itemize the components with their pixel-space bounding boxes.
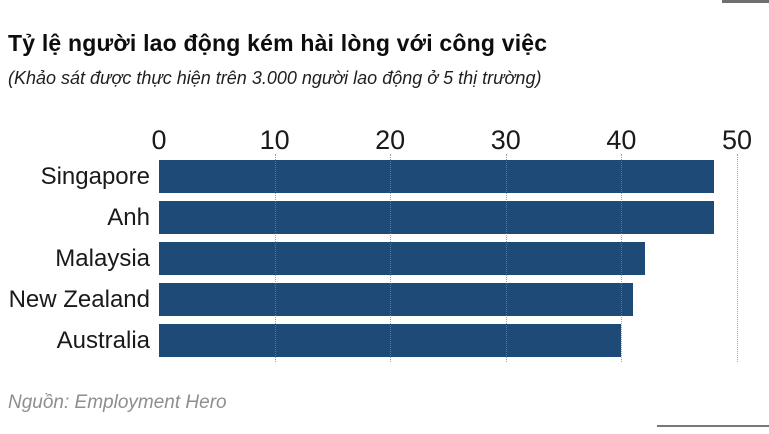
top-right-rule	[722, 0, 769, 3]
x-tick-label-30: 30	[490, 125, 521, 155]
bottom-right-rule	[657, 425, 769, 427]
category-label-anh: Anh	[107, 203, 150, 231]
source-caption: Nguồn: Employment Hero	[8, 392, 227, 413]
chart-subtitle: (Khảo sát được thực hiện trên 3.000 ngườ…	[8, 68, 542, 88]
bar-new-zealand	[159, 283, 633, 316]
gridline-20	[390, 154, 392, 362]
gridline-50	[737, 154, 738, 362]
x-tick-label-20: 20	[375, 125, 406, 155]
bar-anh	[159, 201, 714, 234]
x-tick-label-40: 40	[606, 125, 637, 155]
x-tick-label-10: 10	[259, 125, 290, 155]
gridline-40	[621, 154, 623, 362]
bar-malaysia	[159, 242, 645, 275]
gridline-10	[274, 154, 276, 362]
chart-title: Tỷ lệ người lao động kém hài lòng với cô…	[8, 30, 548, 56]
category-label-new-zealand: New Zealand	[8, 285, 150, 313]
bar-singapore	[159, 160, 714, 193]
gridline-30	[505, 154, 507, 362]
category-label-singapore: Singapore	[40, 162, 150, 190]
category-label-malaysia: Malaysia	[55, 244, 150, 272]
category-label-australia: Australia	[56, 326, 150, 354]
x-tick-label-50: 50	[721, 125, 753, 155]
x-tick-label-0: 0	[151, 125, 167, 155]
